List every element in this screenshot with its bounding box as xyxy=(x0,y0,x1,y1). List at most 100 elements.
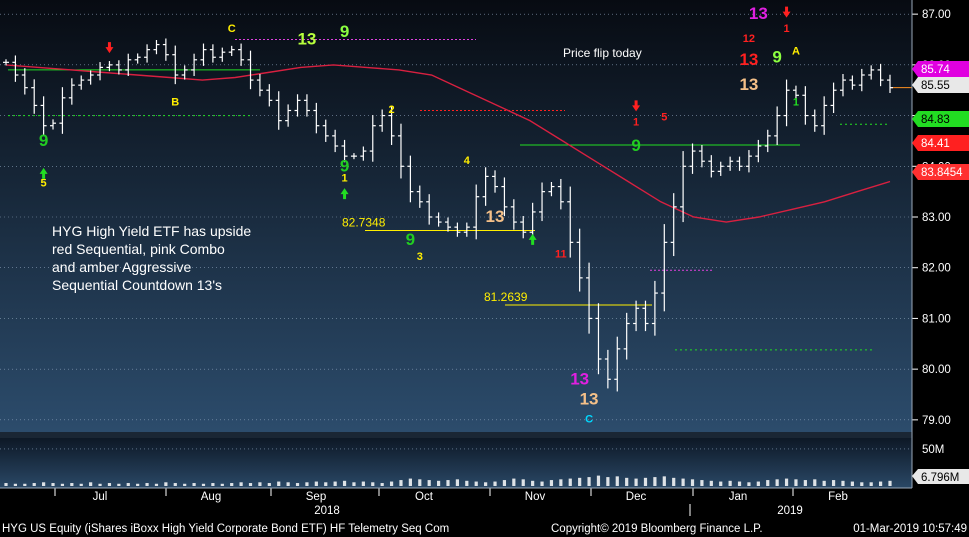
volume-bar xyxy=(878,481,883,486)
price-bar xyxy=(463,222,470,237)
annotation-main-text: HYG High Yield ETF has upside red Sequent… xyxy=(52,223,251,293)
sequential-count-label: 9 xyxy=(340,22,349,41)
volume-bar xyxy=(784,478,789,486)
price-bar xyxy=(125,53,132,77)
volume-bar xyxy=(145,483,149,486)
price-bar xyxy=(604,349,611,389)
price-bar xyxy=(689,143,696,174)
panel-divider[interactable] xyxy=(0,432,912,438)
price-bar xyxy=(78,75,85,90)
volume-bar xyxy=(427,480,431,486)
volume-bar xyxy=(408,478,412,486)
price-tag-label: 84.83 xyxy=(921,114,950,126)
price-bar xyxy=(492,170,499,193)
price-bar xyxy=(40,96,47,135)
price-bar xyxy=(623,312,630,360)
price-bar xyxy=(397,123,404,179)
annotation-price-flip: Price flip today xyxy=(563,46,642,60)
sequential-count-label: 1 xyxy=(793,96,799,108)
month-label: Sep xyxy=(306,491,326,503)
volume-bar xyxy=(248,483,253,486)
price-tick-label: 81.00 xyxy=(922,313,951,325)
price-bar xyxy=(745,150,752,173)
month-label: Oct xyxy=(415,491,434,503)
price-bar xyxy=(256,73,263,97)
footer-copyright: Copyright© 2019 Bloomberg Finance L.P. xyxy=(551,523,763,535)
volume-bar xyxy=(549,480,554,486)
price-bar xyxy=(181,65,188,80)
price-bar xyxy=(407,155,414,203)
price-bar xyxy=(642,300,649,332)
price-bar xyxy=(454,222,461,237)
volume-bar xyxy=(465,480,469,486)
annotation-main-line: and amber Aggressive xyxy=(52,259,192,275)
price-tag-label: 83.8454 xyxy=(921,167,963,179)
price-bar xyxy=(426,194,433,225)
price-tick-label: 83.00 xyxy=(922,212,951,224)
volume-bar xyxy=(295,483,300,486)
volume-bar xyxy=(380,483,384,486)
volume-bar xyxy=(79,483,83,486)
price-bar xyxy=(651,280,658,336)
price-bar xyxy=(717,161,724,176)
price-bars xyxy=(3,38,893,392)
price-bar xyxy=(595,303,602,375)
price-bar xyxy=(576,228,583,292)
volume-bar xyxy=(672,477,676,486)
price-bar xyxy=(275,91,282,130)
volume-bar xyxy=(267,483,271,486)
volume-bar xyxy=(23,483,27,486)
price-bar xyxy=(520,215,527,239)
price-tick-label: 87.00 xyxy=(922,9,951,21)
price-bar xyxy=(839,73,846,97)
price-bar xyxy=(172,45,179,85)
sequential-count-label: 9 xyxy=(340,156,349,175)
volume-bar xyxy=(342,480,347,486)
volume-bar xyxy=(869,482,873,486)
volume-bar xyxy=(822,480,826,486)
sell-arrow-icon xyxy=(105,42,114,54)
month-label: Feb xyxy=(828,491,848,503)
price-tag: 83.8454 xyxy=(912,164,969,180)
volume-bar xyxy=(389,481,394,486)
price-bar xyxy=(821,96,828,135)
volume-tag-label: 6.796M xyxy=(921,472,959,484)
price-bar xyxy=(219,47,226,62)
price-bar xyxy=(670,193,677,257)
price-bar xyxy=(435,212,442,227)
price-bar xyxy=(228,45,235,56)
price-bar xyxy=(134,53,141,64)
price-bar xyxy=(849,75,856,90)
volume-bar xyxy=(107,483,112,486)
price-bar xyxy=(266,84,273,107)
volume-bar xyxy=(136,483,140,486)
sequential-count-label: 1 xyxy=(341,173,347,185)
volume-bar xyxy=(813,479,817,486)
volume-bar xyxy=(399,480,403,486)
price-bar xyxy=(510,199,517,230)
price-bar xyxy=(144,44,151,63)
sequential-count-label: C xyxy=(228,23,236,35)
sequential-count-label: 2 xyxy=(389,104,395,116)
price-bar xyxy=(59,87,66,134)
volume-bars xyxy=(4,475,892,486)
volume-bar xyxy=(484,482,488,486)
price-bar xyxy=(567,186,574,258)
volume-bar xyxy=(60,483,65,486)
volume-bar xyxy=(606,477,610,486)
volume-bar xyxy=(89,482,93,486)
volume-bar xyxy=(540,481,544,486)
price-bar xyxy=(303,94,310,117)
buy-arrow-icon xyxy=(340,188,349,200)
volume-bar xyxy=(70,483,74,486)
volume-bar xyxy=(32,483,36,486)
price-bar xyxy=(586,262,593,334)
sequential-count-label: 9 xyxy=(631,136,640,155)
annotation-main-line: red Sequential, pink Combo xyxy=(52,241,225,257)
price-tick-label: 80.00 xyxy=(922,364,951,376)
volume-bar xyxy=(117,483,121,486)
level-label: 81.2639 xyxy=(484,290,528,304)
price-bar xyxy=(360,146,367,161)
price-bar xyxy=(445,217,451,232)
